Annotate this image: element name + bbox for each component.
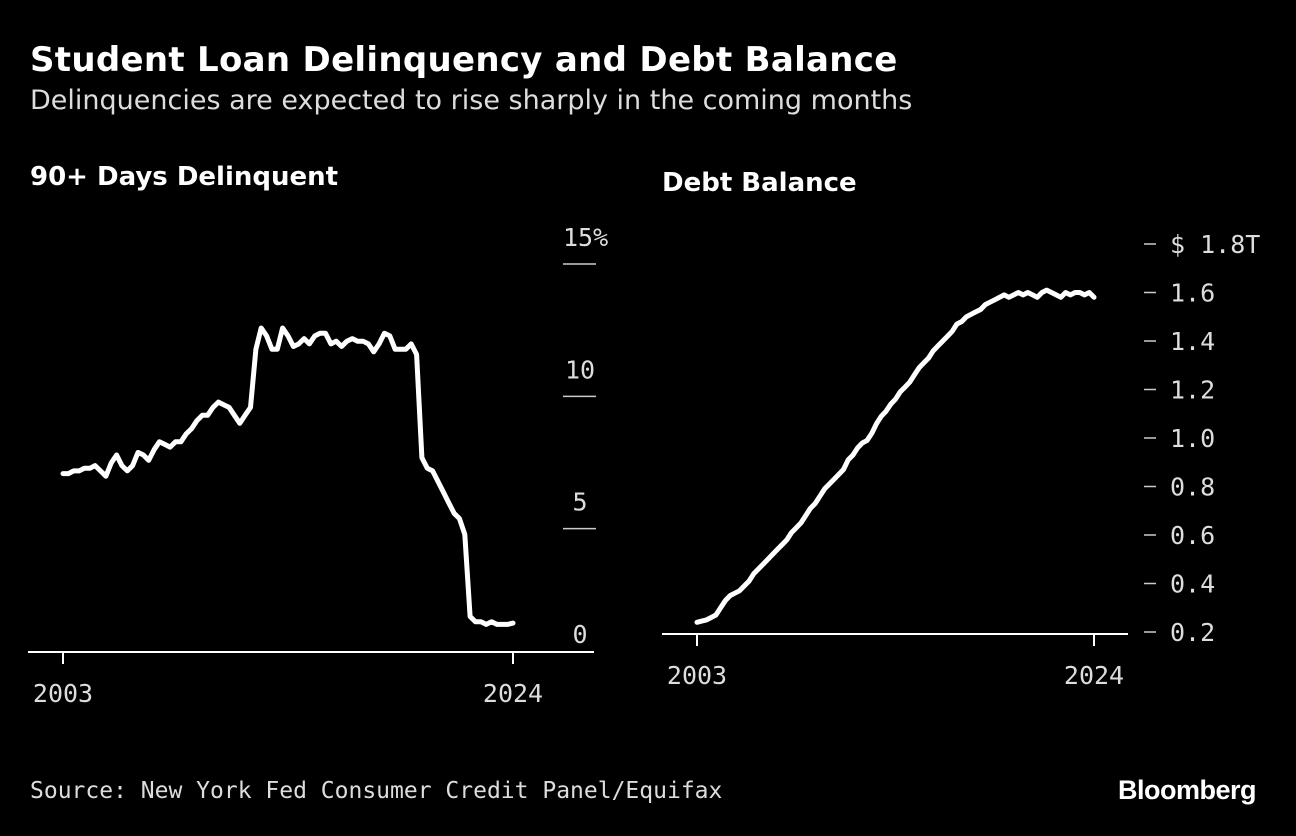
- source-note: Source: New York Fed Consumer Credit Pan…: [30, 778, 723, 804]
- delinquency-panel-title: 90+ Days Delinquent: [30, 162, 339, 192]
- x-tick-label: 2003: [33, 679, 93, 708]
- bloomberg-logo: Bloomberg: [1117, 775, 1257, 805]
- x-tick-label: 2024: [483, 679, 543, 708]
- debt-panel-title: Debt Balance: [662, 168, 857, 198]
- y-tick-label: 0: [572, 620, 587, 649]
- chart-subtitle: Delinquencies are expected to rise sharp…: [30, 85, 913, 116]
- y-tick-label: 15%: [563, 223, 608, 252]
- y-tick-label: 10: [565, 355, 595, 384]
- chart-title: Student Loan Delinquency and Debt Balanc…: [30, 40, 898, 80]
- delinquency-line: [60, 325, 516, 627]
- y-tick-label: 5: [572, 488, 587, 517]
